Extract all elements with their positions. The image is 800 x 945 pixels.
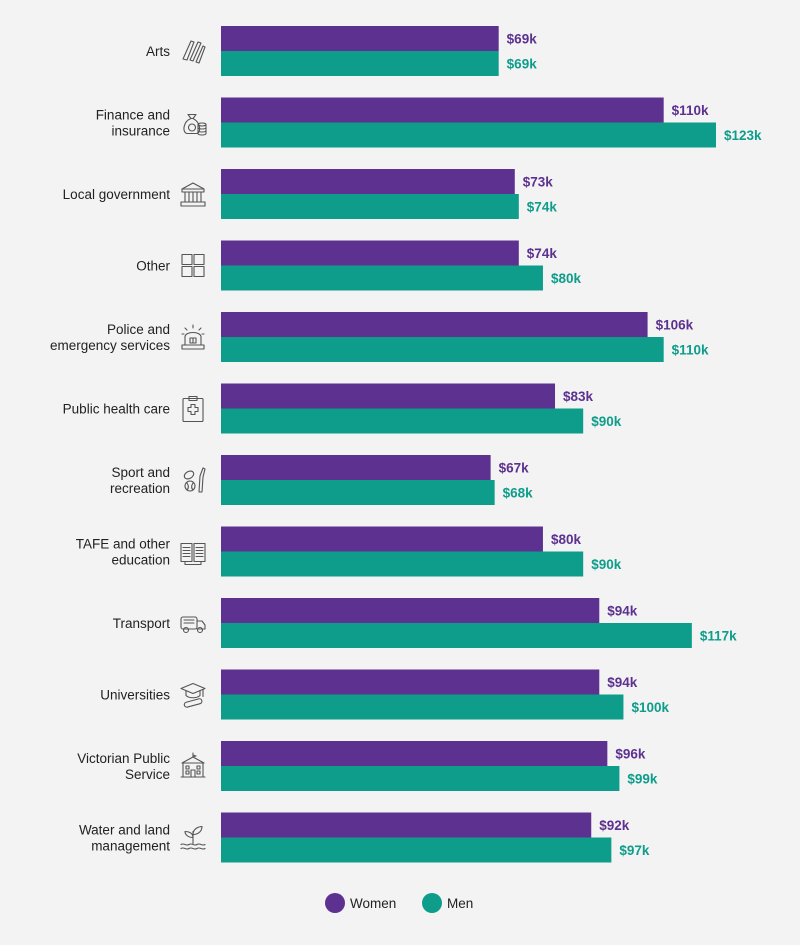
value-labels-layer: $69k $69k $110k $123k $73k $74k $74k $80k $106k $… — [499, 32, 762, 859]
legend-swatch-men — [422, 893, 442, 913]
category-label-universities: Universities — [100, 688, 170, 703]
category-label-water-and-land-management: Water and land management — [79, 823, 170, 854]
category-label-finance-and-insurance: Finance and insurance — [96, 108, 170, 139]
category-label-police-and-emergency-services: Police and emergency services — [50, 322, 170, 353]
bar-women-local-government — [221, 169, 515, 194]
bar-women-transport — [221, 598, 600, 623]
legend-swatch-women — [325, 893, 345, 913]
categories-layer: Arts Finance and insurance Local government… — [50, 40, 207, 854]
bar-men-water-and-land-management — [221, 837, 612, 863]
category-label-local-government: Local government — [63, 187, 171, 202]
category-label-arts: Arts — [146, 44, 170, 59]
category-label-other: Other — [136, 259, 170, 274]
bars-layer — [221, 26, 716, 863]
bar-men-victorian-public-service — [221, 766, 620, 791]
value-label-men-public-health-care: $90k — [591, 414, 622, 429]
value-label-men-other: $80k — [551, 271, 582, 286]
bar-men-finance-and-insurance — [221, 122, 716, 148]
graduation-cap-icon — [180, 682, 206, 709]
money-bag-icon — [183, 113, 207, 136]
value-label-women-transport: $94k — [607, 604, 638, 619]
sport-ball-icon — [182, 467, 206, 493]
category-label-victorian-public-service: Victorian Public Service — [77, 751, 170, 782]
bar-women-other — [221, 240, 519, 266]
value-label-men-tafe-and-other-education: $90k — [591, 557, 622, 572]
bar-women-water-and-land-management — [221, 812, 592, 838]
category-label-public-health-care: Public health care — [63, 402, 170, 417]
bar-women-tafe-and-other-education — [221, 526, 543, 552]
value-label-women-public-health-care: $83k — [563, 389, 594, 404]
bar-men-public-health-care — [221, 408, 584, 434]
value-label-women-water-and-land-management: $92k — [599, 818, 630, 833]
value-label-men-arts: $69k — [507, 57, 538, 72]
value-label-men-police-and-emergency-services: $110k — [672, 343, 709, 358]
legend: Women Men — [325, 893, 473, 913]
category-label-sport-and-recreation: Sport and recreation — [110, 465, 170, 496]
bar-men-other — [221, 265, 543, 291]
bar-women-finance-and-insurance — [221, 97, 664, 123]
bar-women-universities — [221, 669, 600, 695]
value-label-women-arts: $69k — [507, 32, 538, 47]
value-label-women-local-government: $73k — [523, 175, 554, 190]
value-label-women-universities: $94k — [607, 675, 638, 690]
legend-label-women: Women — [350, 896, 396, 911]
plant-water-icon — [180, 825, 206, 850]
category-label-tafe-and-other-education: TAFE and other education — [76, 537, 171, 568]
bar-men-sport-and-recreation — [221, 480, 495, 505]
bar-men-tafe-and-other-education — [221, 551, 584, 577]
value-label-men-sport-and-recreation: $68k — [503, 486, 534, 501]
truck-icon — [180, 616, 206, 634]
value-label-men-local-government: $74k — [527, 200, 558, 215]
value-label-women-finance-and-insurance: $110k — [672, 103, 709, 118]
open-book-icon — [180, 542, 206, 566]
medical-clipboard-icon — [182, 395, 204, 423]
bar-men-arts — [221, 51, 499, 76]
value-label-men-finance-and-insurance: $123k — [724, 128, 762, 143]
public-building-icon — [180, 752, 206, 778]
value-label-women-tafe-and-other-education: $80k — [551, 532, 582, 547]
bar-women-victorian-public-service — [221, 741, 608, 766]
bar-women-arts — [221, 26, 499, 51]
value-label-men-universities: $100k — [631, 700, 669, 715]
bar-men-local-government — [221, 194, 519, 219]
siren-icon — [181, 324, 205, 350]
bar-women-public-health-care — [221, 383, 556, 409]
legend-label-men: Men — [447, 896, 473, 911]
bar-men-universities — [221, 694, 624, 720]
value-label-men-water-and-land-management: $97k — [619, 843, 650, 858]
grid-icon — [181, 253, 205, 278]
value-label-women-other: $74k — [527, 246, 558, 261]
bar-men-police-and-emergency-services — [221, 337, 664, 362]
value-label-men-victorian-public-service: $99k — [627, 772, 658, 787]
value-label-men-transport: $117k — [700, 629, 737, 644]
value-label-women-sport-and-recreation: $67k — [499, 461, 530, 476]
bar-men-transport — [221, 623, 692, 648]
bar-women-police-and-emergency-services — [221, 312, 648, 337]
value-label-women-victorian-public-service: $96k — [615, 747, 646, 762]
category-label-transport: Transport — [113, 616, 171, 631]
value-label-women-police-and-emergency-services: $106k — [656, 318, 694, 333]
bar-women-sport-and-recreation — [221, 455, 491, 480]
paintbrush-icon — [182, 40, 206, 64]
government-building-icon — [180, 182, 206, 207]
